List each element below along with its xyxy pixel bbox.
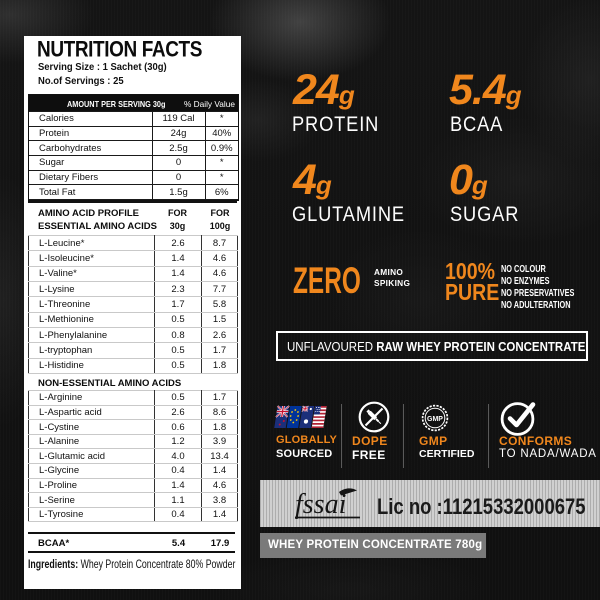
- svg-text:GMP: GMP: [427, 416, 443, 423]
- svg-text:fssai: fssai: [295, 489, 346, 520]
